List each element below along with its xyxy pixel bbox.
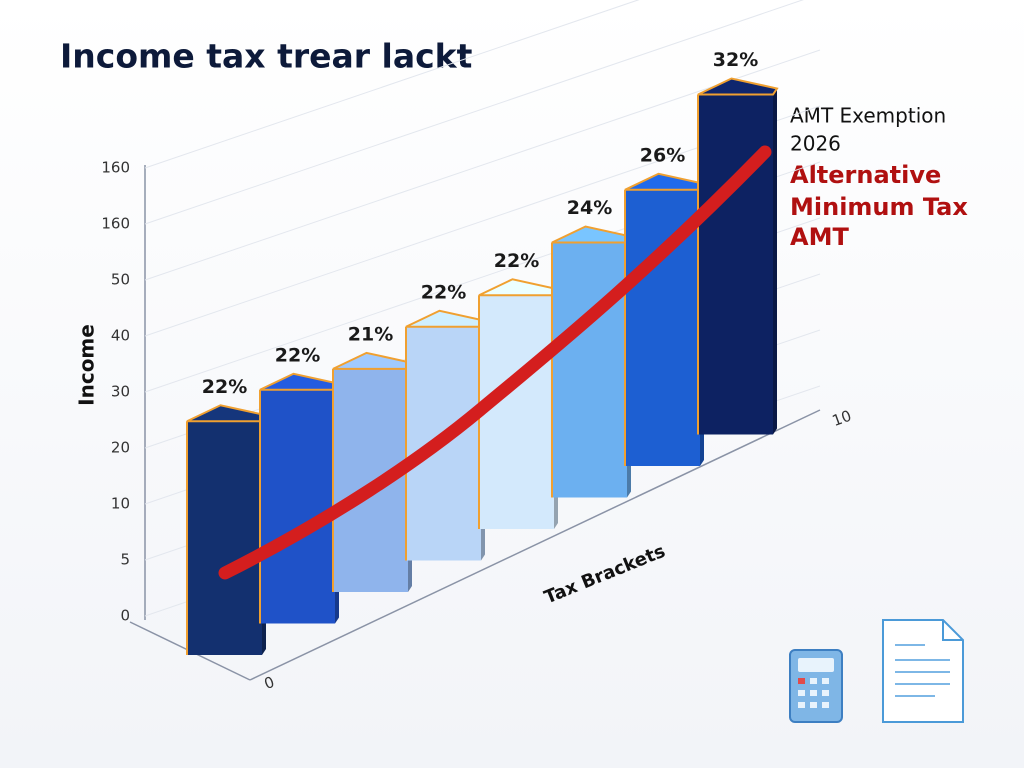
- value-label: 24%: [567, 197, 612, 219]
- bar-front: [260, 389, 335, 624]
- value-label: 22%: [202, 376, 247, 398]
- bar-front: [698, 94, 773, 435]
- y-tick-label: 160: [101, 215, 130, 233]
- bar-side: [773, 88, 777, 435]
- value-label: 32%: [713, 49, 758, 71]
- annotation: 2026: [790, 132, 841, 156]
- grid-line: [144, 0, 640, 169]
- document-icon: [882, 619, 964, 723]
- bar: [259, 372, 341, 624]
- bar: [186, 404, 268, 655]
- x-axis: [249, 409, 821, 681]
- bar: [551, 225, 633, 498]
- x-end-label: 10: [830, 407, 854, 430]
- bar-front: [187, 421, 262, 655]
- annotation: AMT: [790, 223, 849, 251]
- y-tick-label: 5: [120, 551, 130, 569]
- y-tick-label: 30: [111, 383, 130, 401]
- bar-front: [479, 295, 554, 529]
- calculator-icon: [789, 649, 843, 723]
- bar-front: [552, 242, 627, 498]
- value-label: 22%: [421, 281, 466, 303]
- y-tick-label: 20: [111, 439, 130, 457]
- annotation: AMT Exemption: [790, 104, 946, 128]
- grid-line: [144, 49, 821, 281]
- bar-top: [697, 77, 779, 96]
- bar-front: [333, 368, 408, 592]
- y-tick-label: 40: [111, 327, 130, 345]
- y-tick-label: 50: [111, 271, 130, 289]
- chart-title: Income tax trear lackt: [60, 37, 473, 76]
- value-label: 22%: [275, 344, 320, 366]
- trend-line: [218, 145, 772, 580]
- value-label: 22%: [494, 250, 539, 272]
- value-label: 26%: [640, 144, 685, 166]
- grid-line: [144, 0, 804, 225]
- y-tick-label: 160: [101, 159, 130, 177]
- y-axis-label: Income: [75, 324, 99, 406]
- annotation: Minimum Tax: [790, 193, 968, 221]
- value-label: 21%: [348, 323, 393, 345]
- bars: [186, 77, 779, 655]
- y-tick-label: 10: [111, 495, 130, 513]
- y-tick-label: 0: [120, 607, 130, 625]
- annotation: Alternative: [790, 161, 941, 189]
- bar: [697, 77, 779, 435]
